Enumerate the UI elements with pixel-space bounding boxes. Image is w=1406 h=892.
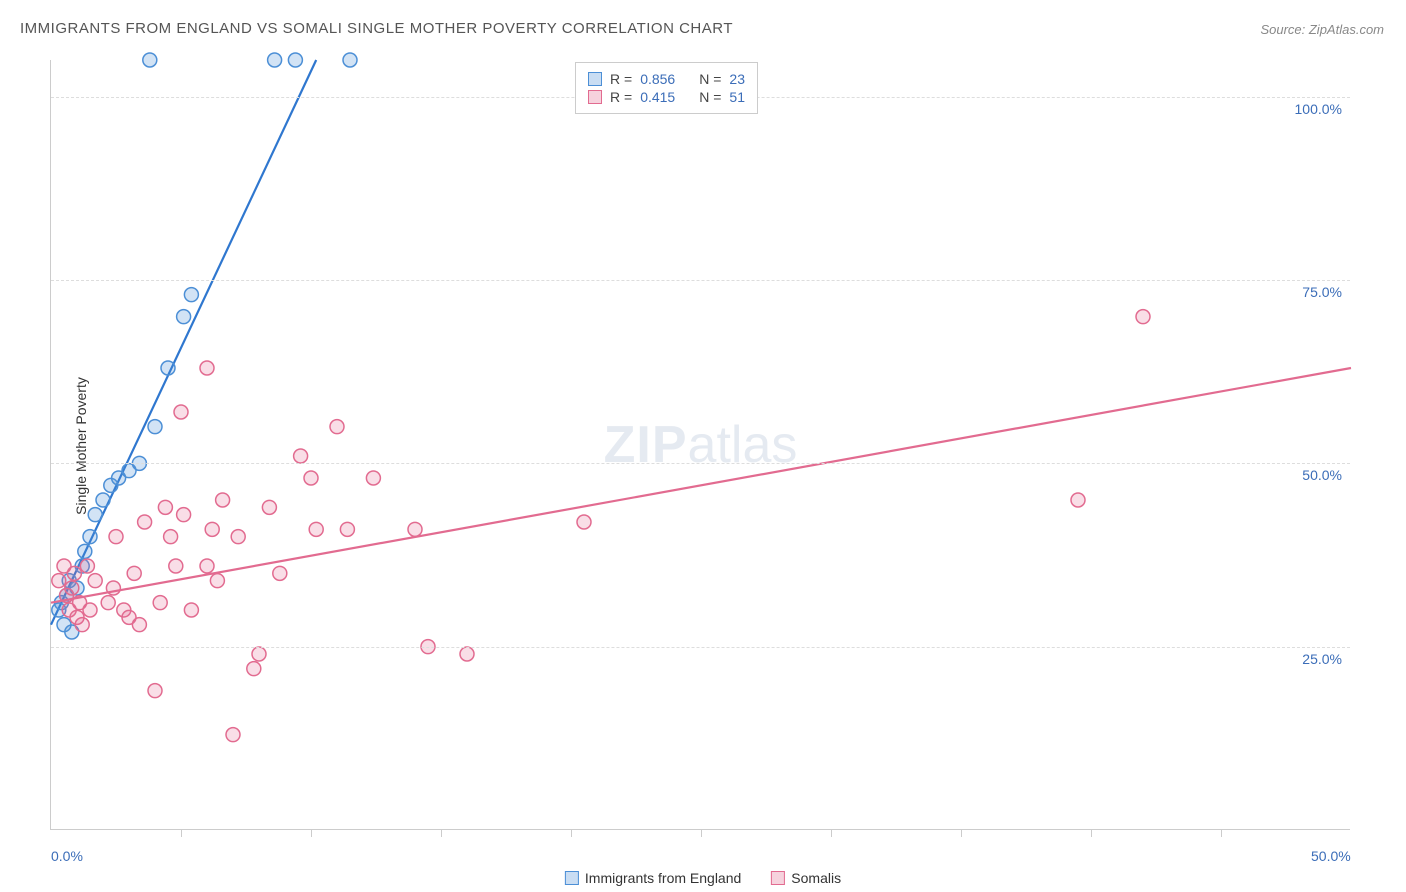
n-label: N = [699, 71, 721, 87]
data-point [210, 574, 224, 588]
data-point [200, 361, 214, 375]
data-point [148, 684, 162, 698]
legend-swatch-england-icon [565, 871, 579, 885]
data-point [460, 647, 474, 661]
data-point [148, 420, 162, 434]
data-point [78, 544, 92, 558]
data-point [205, 522, 219, 536]
data-point [288, 53, 302, 67]
data-point [158, 500, 172, 514]
data-point [268, 53, 282, 67]
data-point [577, 515, 591, 529]
data-point [67, 566, 81, 580]
r-label: R = [610, 71, 632, 87]
data-point [273, 566, 287, 580]
legend-swatch-somalis [588, 90, 602, 104]
data-point [177, 310, 191, 324]
data-point [343, 53, 357, 67]
data-point [330, 420, 344, 434]
x-minor-tick [571, 829, 572, 837]
data-point [1071, 493, 1085, 507]
data-point [340, 522, 354, 536]
x-minor-tick [181, 829, 182, 837]
data-point [184, 603, 198, 617]
y-tick-label: 75.0% [1302, 284, 1342, 300]
legend-swatch-somalis-icon [771, 871, 785, 885]
data-point [143, 53, 157, 67]
legend-label-england: Immigrants from England [585, 870, 741, 886]
y-tick-label: 25.0% [1302, 651, 1342, 667]
legend-row-0: R = 0.856 N = 23 [588, 71, 745, 87]
gridline-h [51, 647, 1350, 648]
n-value-england: 23 [729, 71, 745, 87]
n-value-somalis: 51 [729, 89, 745, 105]
data-point [127, 566, 141, 580]
legend-row-1: R = 0.415 N = 51 [588, 89, 745, 105]
x-minor-tick [831, 829, 832, 837]
chart-container: IMMIGRANTS FROM ENGLAND VS SOMALI SINGLE… [0, 0, 1406, 892]
data-point [294, 449, 308, 463]
chart-title: IMMIGRANTS FROM ENGLAND VS SOMALI SINGLE… [20, 20, 733, 37]
gridline-h [51, 280, 1350, 281]
x-tick-label: 0.0% [51, 848, 83, 864]
data-point [1136, 310, 1150, 324]
x-minor-tick [441, 829, 442, 837]
data-point [65, 581, 79, 595]
data-point [366, 471, 380, 485]
data-point [200, 559, 214, 573]
data-point [262, 500, 276, 514]
r-value-england: 0.856 [640, 71, 675, 87]
x-minor-tick [1091, 829, 1092, 837]
plot-svg [51, 60, 1351, 830]
data-point [174, 405, 188, 419]
data-point [161, 361, 175, 375]
legend-item-somalis: Somalis [771, 870, 841, 886]
legend-item-england: Immigrants from England [565, 870, 741, 886]
data-point [138, 515, 152, 529]
data-point [169, 559, 183, 573]
source-attribution: Source: ZipAtlas.com [1260, 22, 1384, 37]
data-point [106, 581, 120, 595]
trend-line [51, 368, 1351, 603]
n-label: N = [699, 89, 721, 105]
legend-series: Immigrants from England Somalis [565, 870, 841, 886]
data-point [132, 618, 146, 632]
data-point [304, 471, 318, 485]
data-point [88, 508, 102, 522]
data-point [231, 530, 245, 544]
y-tick-label: 50.0% [1302, 467, 1342, 483]
x-tick-label: 50.0% [1311, 848, 1351, 864]
x-minor-tick [701, 829, 702, 837]
legend-swatch-england [588, 72, 602, 86]
data-point [309, 522, 323, 536]
plot-area: ZIPatlas 25.0%50.0%75.0%100.0%0.0%50.0% [50, 60, 1350, 830]
data-point [88, 574, 102, 588]
data-point [177, 508, 191, 522]
y-tick-label: 100.0% [1295, 101, 1342, 117]
x-minor-tick [311, 829, 312, 837]
data-point [252, 647, 266, 661]
data-point [164, 530, 178, 544]
data-point [101, 596, 115, 610]
data-point [83, 603, 97, 617]
data-point [75, 618, 89, 632]
data-point [109, 530, 123, 544]
data-point [408, 522, 422, 536]
data-point [80, 559, 94, 573]
x-minor-tick [1221, 829, 1222, 837]
data-point [52, 574, 66, 588]
data-point [153, 596, 167, 610]
legend-correlation: R = 0.856 N = 23 R = 0.415 N = 51 [575, 62, 758, 114]
x-minor-tick [961, 829, 962, 837]
data-point [96, 493, 110, 507]
data-point [83, 530, 97, 544]
r-value-somalis: 0.415 [640, 89, 675, 105]
data-point [247, 662, 261, 676]
r-label: R = [610, 89, 632, 105]
data-point [216, 493, 230, 507]
gridline-h [51, 463, 1350, 464]
data-point [226, 728, 240, 742]
data-point [184, 288, 198, 302]
legend-label-somalis: Somalis [791, 870, 841, 886]
